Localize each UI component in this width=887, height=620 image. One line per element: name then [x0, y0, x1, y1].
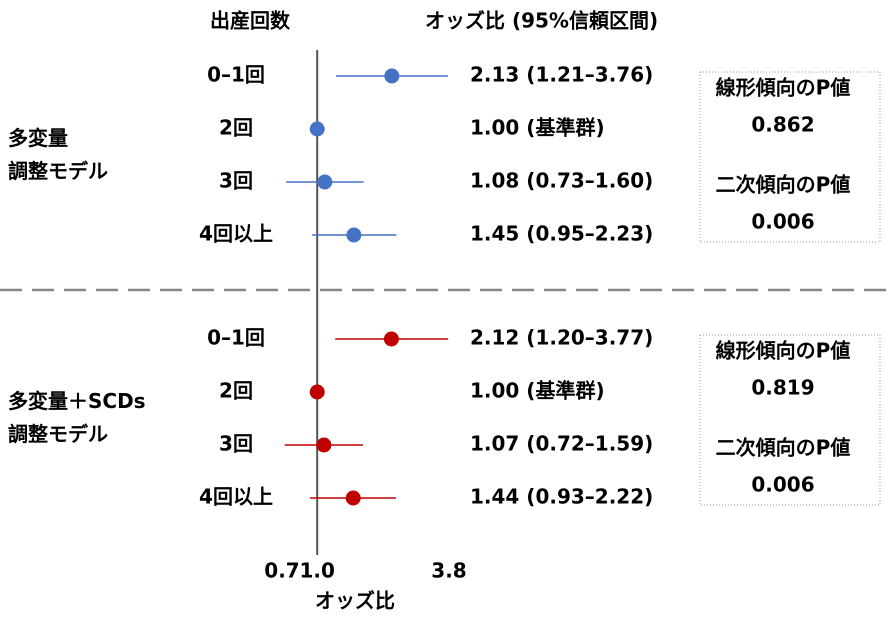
row-label: 2回 [219, 379, 253, 403]
estimate-marker [346, 227, 362, 243]
estimate-marker [309, 121, 325, 137]
estimate-marker [384, 68, 400, 84]
row-label: 3回 [219, 169, 253, 193]
row-label: 4回以上 [199, 485, 273, 509]
p-value-box [699, 334, 881, 506]
p-value: 0.006 [751, 473, 814, 497]
row-label: 4回以上 [199, 222, 273, 246]
estimate-label: 1.45 (0.95–2.23) [470, 222, 653, 246]
estimate-marker [345, 490, 361, 506]
estimate-label: 1.00 (基準群) [470, 116, 605, 140]
row-label: 2回 [219, 116, 253, 140]
p-value: 0.862 [751, 113, 814, 137]
row-label: 0–1回 [207, 63, 265, 87]
row-label: 3回 [219, 432, 253, 456]
x-tick-label: 3.8 [431, 559, 466, 583]
estimate-label: 2.12 (1.20–3.77) [470, 326, 653, 350]
estimate-label: 1.00 (基準群) [470, 379, 605, 403]
p-value: 0.819 [751, 376, 814, 400]
estimate-label: 1.08 (0.73–1.60) [470, 169, 653, 193]
group-label: 多変量 [8, 126, 68, 150]
p-value-label: 二次傾向のP値 [716, 173, 851, 197]
x-axis-label: オッズ比 [315, 589, 395, 613]
row-header: 出産回数 [210, 9, 291, 33]
estimate-marker [383, 331, 399, 347]
row-label: 0–1回 [207, 326, 265, 350]
p-value-label: 二次傾向のP値 [716, 436, 851, 460]
p-value-label: 線形傾向のP値 [716, 76, 851, 100]
estimate-header: オッズ比 (95%信頼区間) [425, 9, 658, 33]
estimate-label: 1.44 (0.93–2.22) [470, 485, 653, 509]
x-tick-label: 1.0 [299, 559, 334, 583]
x-tick-label: 0.7 [264, 559, 299, 583]
estimate-label: 1.07 (0.72–1.59) [470, 432, 653, 456]
group-label: 調整モデル [8, 159, 108, 183]
group-label: 多変量＋SCDs [8, 389, 146, 413]
p-value: 0.006 [751, 210, 814, 234]
estimate-marker [317, 174, 333, 190]
group-label: 調整モデル [8, 422, 108, 446]
estimate-marker [309, 384, 325, 400]
estimate-marker [316, 437, 332, 453]
estimate-label: 2.13 (1.21–3.76) [470, 63, 653, 87]
p-value-box [699, 71, 881, 243]
p-value-label: 線形傾向のP値 [716, 339, 851, 363]
